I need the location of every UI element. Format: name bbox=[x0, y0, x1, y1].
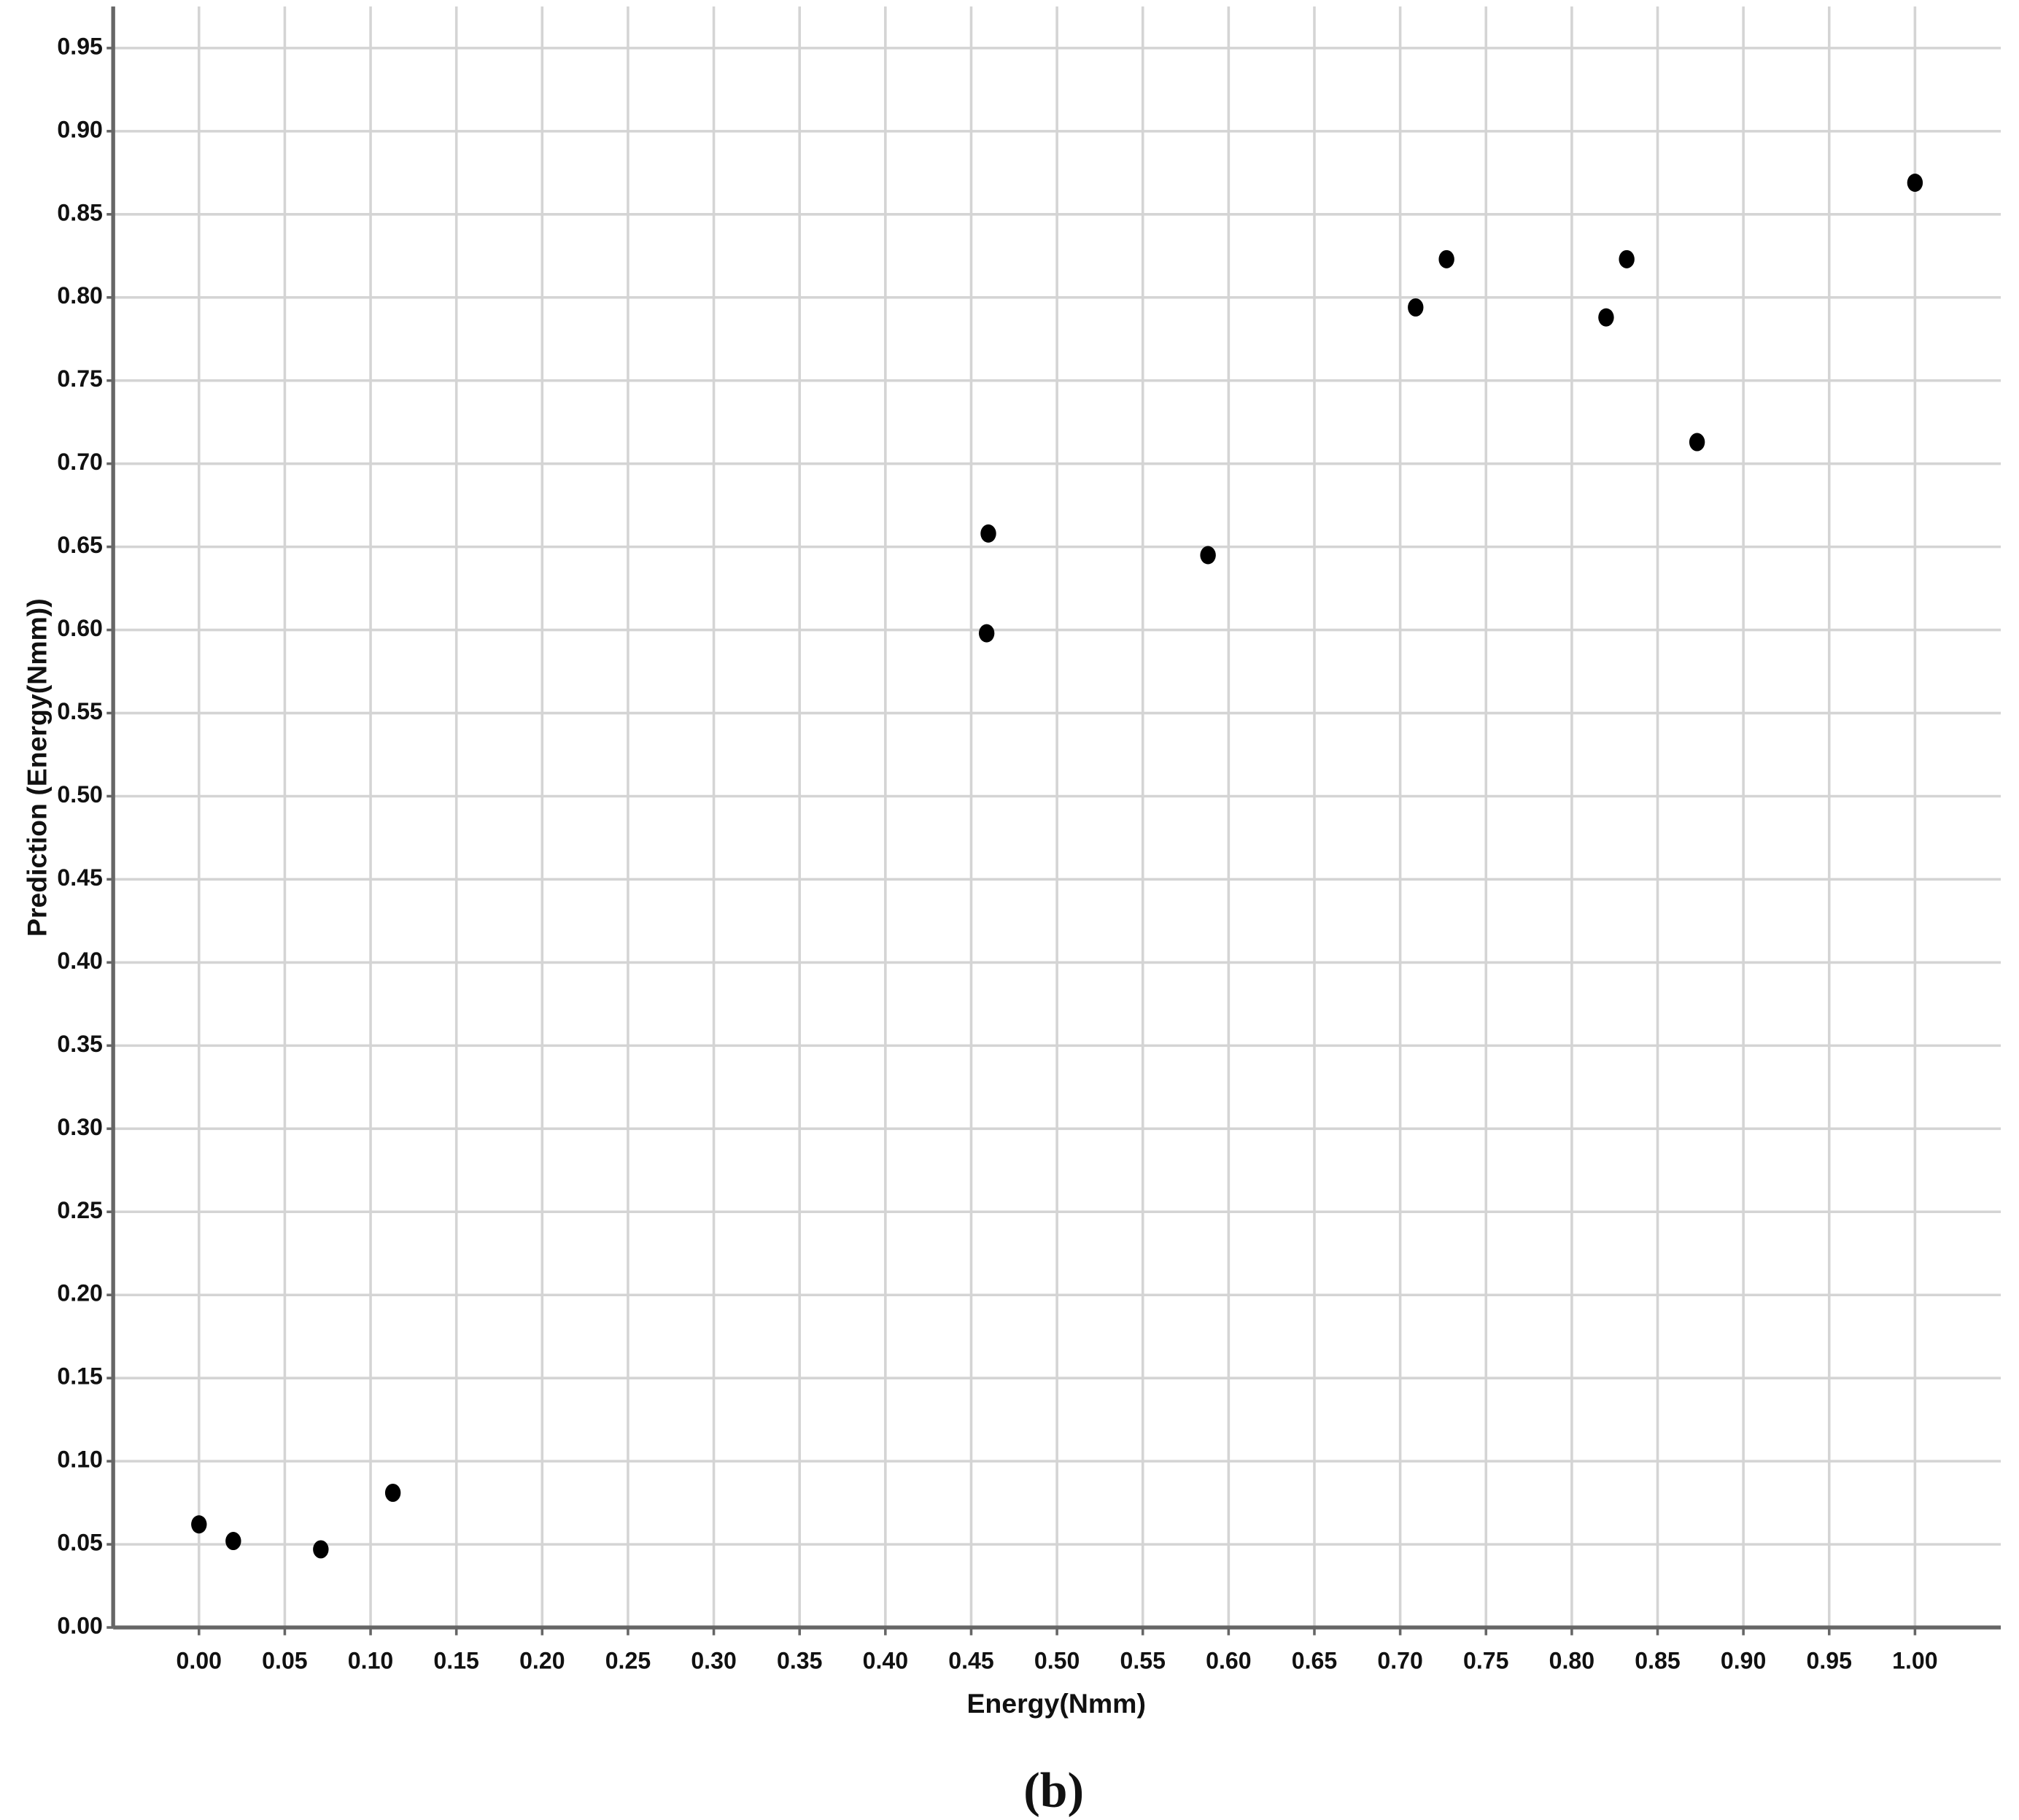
point bbox=[1907, 174, 1923, 192]
caption: (b) bbox=[1023, 1763, 1084, 1818]
y-tick-label: 0.25 bbox=[57, 1197, 102, 1223]
x-tick-label: 0.70 bbox=[1377, 1648, 1422, 1674]
point bbox=[1689, 433, 1705, 452]
y-tick-label: 0.20 bbox=[57, 1280, 102, 1306]
point bbox=[1200, 546, 1216, 565]
x-tick-label: 0.95 bbox=[1807, 1648, 1852, 1674]
x-tick-label: 0.00 bbox=[177, 1648, 222, 1674]
point bbox=[980, 524, 996, 543]
x-tick-label: 0.20 bbox=[519, 1648, 565, 1674]
point bbox=[225, 1532, 241, 1551]
x-tick-label: 0.65 bbox=[1292, 1648, 1337, 1674]
y-tick-label: 0.35 bbox=[57, 1031, 102, 1057]
x-tick-label: 0.30 bbox=[691, 1648, 736, 1674]
y-tick-label: 0.50 bbox=[57, 781, 102, 808]
y-tick-label: 0.00 bbox=[57, 1613, 102, 1639]
x-tick-label: 0.90 bbox=[1721, 1648, 1766, 1674]
x-tick-label: 0.25 bbox=[605, 1648, 651, 1674]
x-tick-label: 0.05 bbox=[262, 1648, 307, 1674]
x-tick-label: 0.55 bbox=[1120, 1648, 1165, 1674]
y-tick-label: 0.10 bbox=[57, 1447, 102, 1473]
x-tick-label: 0.15 bbox=[433, 1648, 478, 1674]
y-tick-label: 0.80 bbox=[57, 282, 102, 309]
y-tick-label: 0.05 bbox=[57, 1530, 102, 1556]
point bbox=[1598, 308, 1614, 327]
y-tick-label: 0.30 bbox=[57, 1114, 102, 1140]
point bbox=[191, 1515, 207, 1534]
point bbox=[1408, 298, 1424, 317]
y-tick-label: 0.90 bbox=[57, 116, 102, 142]
x-tick-label: 1.00 bbox=[1892, 1648, 1937, 1674]
y-tick-label: 0.75 bbox=[57, 365, 102, 392]
x-tick-label: 0.60 bbox=[1206, 1648, 1251, 1674]
x-tick-label: 0.50 bbox=[1034, 1648, 1080, 1674]
y-axis-title: Prediction (Energy(Nmm)) bbox=[21, 598, 52, 937]
y-tick-label: 0.65 bbox=[57, 532, 102, 558]
x-tick-label: 0.10 bbox=[348, 1648, 393, 1674]
x-tick-label: 0.85 bbox=[1635, 1648, 1680, 1674]
y-tick-label: 0.60 bbox=[57, 615, 102, 641]
x-tick-label: 0.40 bbox=[863, 1648, 908, 1674]
x-tick-label: 0.35 bbox=[777, 1648, 822, 1674]
x-tick-label: 0.45 bbox=[948, 1648, 993, 1674]
point bbox=[313, 1540, 329, 1559]
point bbox=[1619, 249, 1635, 268]
y-tick-label: 0.95 bbox=[57, 33, 102, 59]
y-tick-label: 0.55 bbox=[57, 698, 102, 724]
x-tick-label: 0.80 bbox=[1549, 1648, 1594, 1674]
point bbox=[1438, 249, 1454, 268]
y-tick-label: 0.85 bbox=[57, 199, 102, 225]
point bbox=[978, 624, 995, 643]
y-tick-label: 0.45 bbox=[57, 864, 102, 891]
y-tick-label: 0.15 bbox=[57, 1363, 102, 1390]
y-tick-label: 0.70 bbox=[57, 449, 102, 475]
point bbox=[384, 1483, 401, 1502]
x-tick-label: 0.75 bbox=[1463, 1648, 1508, 1674]
x-axis-title: Energy(Nmm) bbox=[966, 1688, 1145, 1719]
y-tick-label: 0.40 bbox=[57, 948, 102, 974]
